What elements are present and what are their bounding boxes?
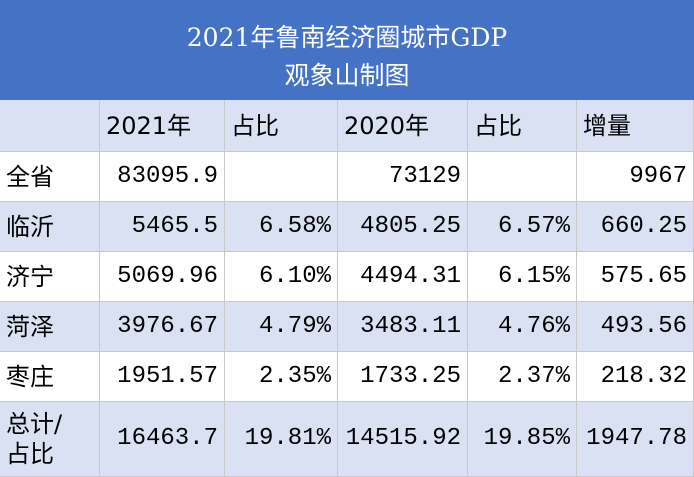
value-cell: 1951.57 (100, 352, 225, 402)
row-label: 菏泽 (0, 302, 100, 352)
value-cell: 4805.25 (338, 202, 468, 252)
value-cell: 14515.92 (338, 402, 468, 477)
value-cell: 5465.5 (100, 202, 225, 252)
value-cell: 2.35% (225, 352, 338, 402)
row-label: 临沂 (0, 202, 100, 252)
subtitle: 观象山制图 (284, 61, 410, 90)
value-cell: 493.56 (577, 302, 694, 352)
header-cell: 占比 (468, 100, 577, 152)
header-cell (0, 100, 100, 152)
value-cell (225, 152, 338, 202)
value-cell: 83095.9 (100, 152, 225, 202)
value-cell: 4494.31 (338, 252, 468, 302)
value-cell: 4.76% (468, 302, 577, 352)
value-cell: 6.57% (468, 202, 577, 252)
header-cell: 2020年 (338, 100, 468, 152)
header-cell: 增量 (577, 100, 694, 152)
row-label: 济宁 (0, 252, 100, 302)
value-cell: 3976.67 (100, 302, 225, 352)
value-cell: 73129 (338, 152, 468, 202)
value-cell: 660.25 (577, 202, 694, 252)
header-cell: 占比 (225, 100, 338, 152)
value-cell: 3483.11 (338, 302, 468, 352)
value-cell: 19.85% (468, 402, 577, 477)
row-label: 枣庄 (0, 352, 100, 402)
value-cell: 2.37% (468, 352, 577, 402)
value-cell: 218.32 (577, 352, 694, 402)
row-label: 全省 (0, 152, 100, 202)
header-cell: 2021年 (100, 100, 225, 152)
value-cell: 6.58% (225, 202, 338, 252)
value-cell: 6.15% (468, 252, 577, 302)
value-cell: 1733.25 (338, 352, 468, 402)
value-cell: 575.65 (577, 252, 694, 302)
value-cell: 6.10% (225, 252, 338, 302)
value-cell (468, 152, 577, 202)
value-cell: 5069.96 (100, 252, 225, 302)
row-label: 总计/ 占比 (0, 402, 100, 477)
title-bar: 2021年鲁南经济圈城市GDP 观象山制图 (0, 0, 694, 100)
title: 2021年鲁南经济圈城市GDP (186, 23, 508, 52)
value-cell: 19.81% (225, 402, 338, 477)
value-cell: 4.79% (225, 302, 338, 352)
value-cell: 9967 (577, 152, 694, 202)
value-cell: 1947.78 (577, 402, 694, 477)
value-cell: 16463.7 (100, 402, 225, 477)
